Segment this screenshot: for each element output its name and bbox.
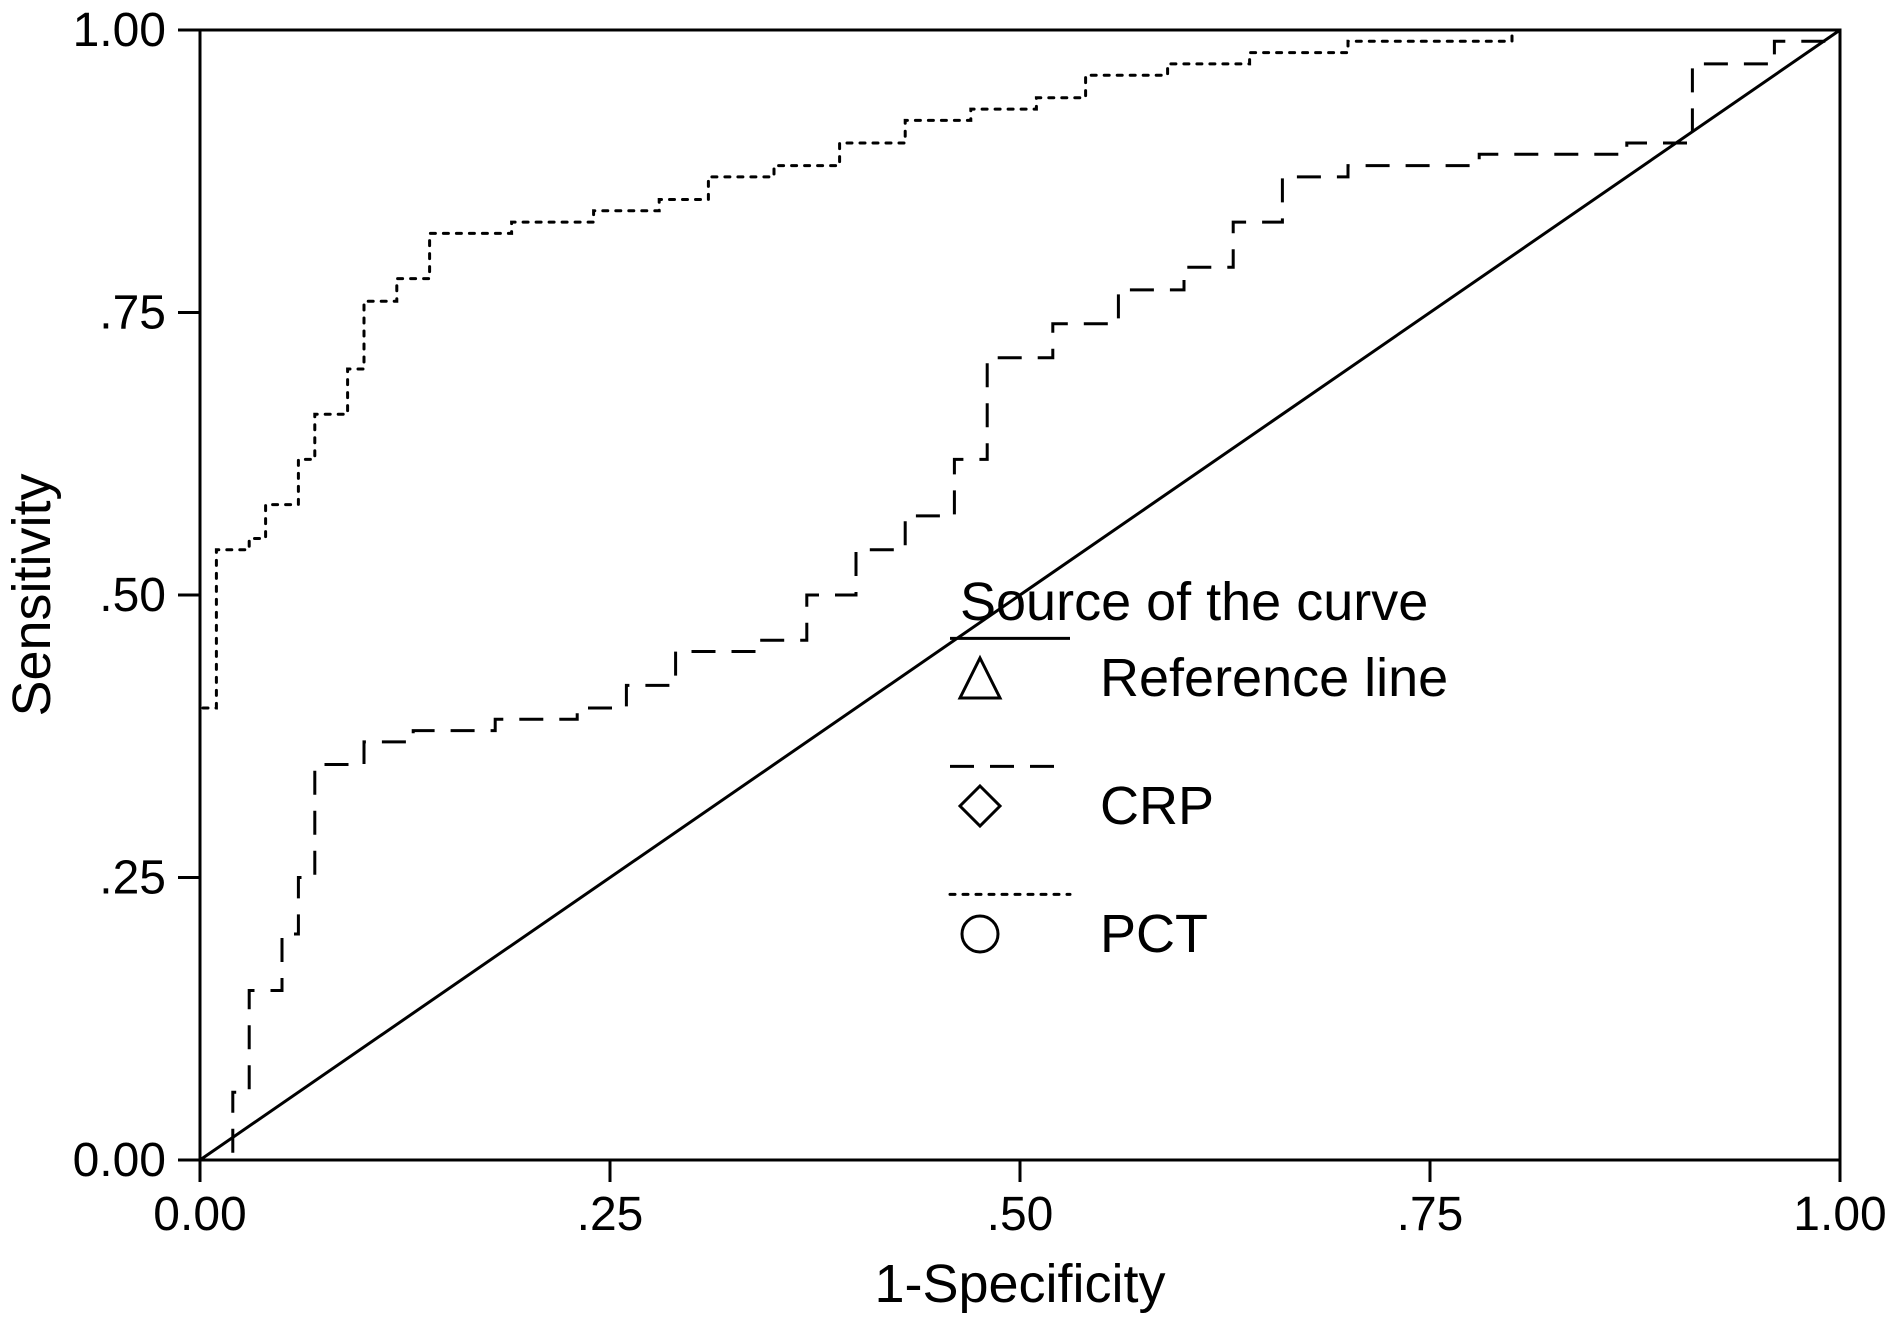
x-tick-label: .75	[1397, 1188, 1464, 1241]
y-tick-label: 0.00	[73, 1134, 166, 1187]
y-axis-label: Sensitivity	[2, 473, 62, 716]
y-tick-label: .75	[99, 287, 166, 340]
legend-label: CRP	[1100, 776, 1214, 836]
x-tick-label: .50	[987, 1188, 1054, 1241]
legend-label: PCT	[1100, 904, 1208, 964]
y-tick-label: .50	[99, 569, 166, 622]
y-tick-label: .25	[99, 852, 166, 905]
roc-chart: 0.00 .25 .50 .75 1.00 0.00 .25 .50 .75 1.00 1-Spec…	[0, 0, 1891, 1336]
x-tick-label: .25	[577, 1188, 644, 1241]
x-axis-label: 1-Specificity	[874, 1254, 1165, 1314]
legend-label: Reference line	[1100, 648, 1448, 708]
y-tick-label: 1.00	[73, 4, 166, 57]
x-tick-label: 0.00	[153, 1188, 246, 1241]
roc-svg: 0.00 .25 .50 .75 1.00 0.00 .25 .50 .75 1.00 1-Spec…	[0, 0, 1891, 1336]
legend-title: Source of the curve	[960, 572, 1428, 632]
chart-background	[0, 0, 1891, 1336]
x-tick-label: 1.00	[1793, 1188, 1886, 1241]
